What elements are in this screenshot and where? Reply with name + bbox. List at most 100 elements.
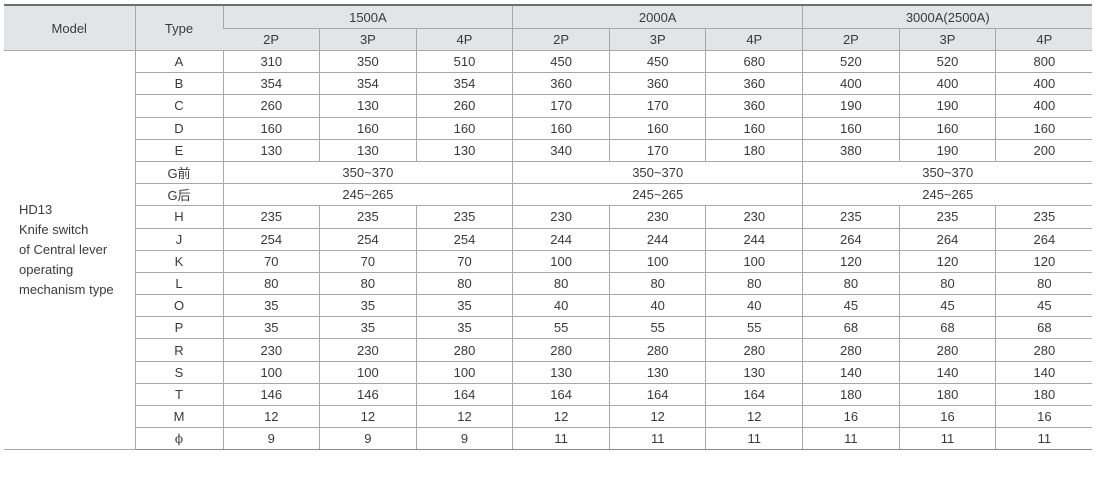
table-row: M 12 12 12 12 12 12 16 16 16: [4, 405, 1093, 429]
header-row-poles: 2P 3P 4P 2P 3P 4P 2P 3P 4P: [4, 28, 1093, 51]
header-pole: 2P: [223, 28, 320, 51]
value-cell: 170: [608, 139, 706, 162]
table-row: J 254 254 254 244 244 244 264 264 264: [4, 228, 1093, 251]
value-cell: 55: [512, 316, 610, 340]
value-cell: 70: [222, 250, 320, 273]
header-pole: 2P: [802, 28, 900, 51]
value-cell: 400: [898, 72, 996, 96]
value-cell: 80: [415, 272, 513, 296]
value-cell: 70: [415, 250, 513, 273]
header-pole: 4P: [705, 28, 803, 51]
header-group-1500a: 1500A: [222, 4, 513, 29]
value-cell: 80: [995, 272, 1093, 296]
value-cell: 235: [898, 205, 996, 229]
value-cell: 12: [415, 405, 513, 429]
value-cell: 354: [319, 72, 417, 96]
value-cell: 800: [995, 50, 1093, 74]
value-cell: 130: [608, 361, 706, 384]
value-cell: 80: [898, 272, 996, 296]
value-cell: 680: [705, 50, 803, 74]
type-cell: B: [134, 72, 223, 96]
value-cell: 120: [898, 250, 996, 273]
value-cell: 45: [995, 294, 1093, 318]
value-cell: 235: [995, 205, 1093, 229]
value-cell: 100: [512, 250, 610, 273]
value-cell: 130: [512, 361, 610, 384]
header-pole: 3P: [608, 28, 706, 51]
value-cell: 80: [512, 272, 610, 296]
value-cell: 170: [608, 94, 706, 118]
model-line: operating: [19, 262, 74, 278]
value-cell: 230: [319, 338, 417, 362]
type-cell: D: [134, 117, 223, 140]
value-cell: 254: [415, 228, 513, 251]
value-cell: 68: [995, 316, 1093, 340]
value-cell: 235: [802, 205, 900, 229]
merged-value-cell: 350~370: [802, 161, 1093, 185]
header-type: Type: [134, 4, 223, 51]
value-cell: 510: [415, 50, 513, 74]
value-cell: 9: [319, 427, 417, 451]
value-cell: 160: [319, 117, 417, 140]
header-row-groups: Model Type 1500A 2000A 3000A(2500A): [4, 4, 1093, 51]
header-pole: 4P: [415, 28, 513, 51]
value-cell: 350: [319, 50, 417, 74]
type-cell: E: [134, 139, 223, 162]
type-cell: P: [134, 316, 223, 340]
value-cell: 35: [319, 294, 417, 318]
value-cell: 280: [608, 338, 706, 362]
value-cell: 12: [608, 405, 706, 429]
value-cell: 80: [705, 272, 803, 296]
value-cell: 190: [898, 94, 996, 118]
value-cell: 244: [512, 228, 610, 251]
value-cell: 80: [319, 272, 417, 296]
value-cell: 520: [898, 50, 996, 74]
value-cell: 55: [705, 316, 803, 340]
value-cell: 235: [222, 205, 320, 229]
value-cell: 360: [608, 72, 706, 96]
value-cell: 140: [995, 361, 1093, 384]
value-cell: 12: [512, 405, 610, 429]
type-cell: K: [134, 250, 223, 273]
value-cell: 80: [222, 272, 320, 296]
value-cell: 180: [898, 383, 996, 407]
type-cell: C: [134, 94, 223, 118]
value-cell: 12: [705, 405, 803, 429]
table-row: ϕ 9 9 9 11 11 11 11 11 11: [4, 427, 1093, 451]
value-cell: 80: [802, 272, 900, 296]
value-cell: 35: [319, 316, 417, 340]
value-cell: 12: [319, 405, 417, 429]
model-cell: HD13 Knife switch of Central lever operatin…: [4, 50, 135, 451]
type-cell: S: [134, 361, 223, 384]
value-cell: 16: [995, 405, 1093, 429]
value-cell: 146: [222, 383, 320, 407]
value-cell: 450: [608, 50, 706, 74]
model-line: HD13: [19, 202, 53, 218]
value-cell: 360: [705, 72, 803, 96]
type-cell: G前: [134, 161, 223, 185]
value-cell: 164: [512, 383, 610, 407]
value-cell: 180: [705, 139, 803, 162]
value-cell: 264: [995, 228, 1093, 251]
value-cell: 12: [222, 405, 320, 429]
header-pole: 2P: [512, 28, 610, 51]
merged-value-cell: 245~265: [802, 183, 1093, 207]
dimension-table: Model Type 1500A 2000A 3000A(2500A) 2P 3P…: [4, 4, 1093, 451]
value-cell: 230: [608, 205, 706, 229]
table-row: P 35 35 35 55 55 55 68 68 68: [4, 316, 1093, 340]
table-row: HD13 Knife switch of Central lever operatin…: [4, 50, 1093, 451]
type-cell: O: [134, 294, 223, 318]
value-cell: 380: [802, 139, 900, 162]
value-cell: 280: [415, 338, 513, 362]
merged-value-cell: 350~370: [222, 161, 513, 185]
table-row: T 146 146 164 164 164 164 180 180 180: [4, 383, 1093, 407]
value-cell: 16: [898, 405, 996, 429]
value-cell: 230: [705, 205, 803, 229]
value-cell: 120: [995, 250, 1093, 273]
value-cell: 190: [898, 139, 996, 162]
model-line: Knife switch: [19, 222, 89, 238]
header-pole: 3P: [319, 28, 417, 51]
table-row: L 80 80 80 80 80 80 80 80 80: [4, 272, 1093, 296]
type-cell: J: [134, 228, 223, 251]
value-cell: 400: [802, 72, 900, 96]
